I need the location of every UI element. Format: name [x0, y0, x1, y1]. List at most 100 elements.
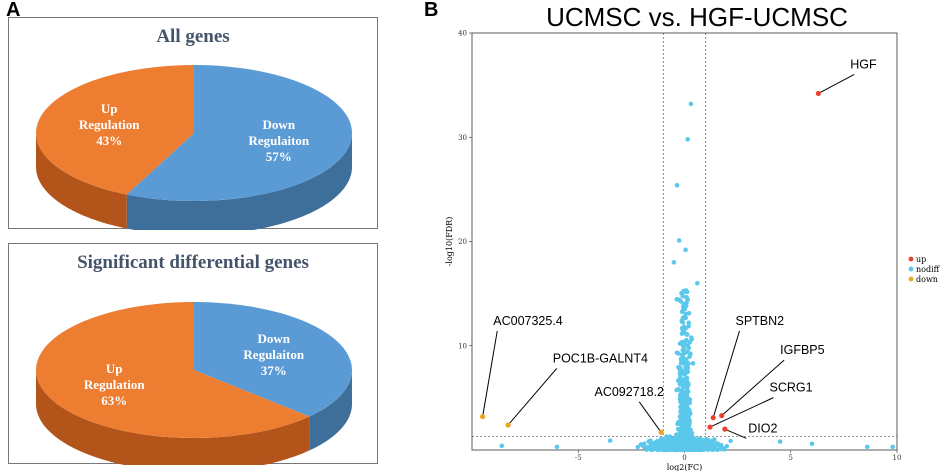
nodiff-point — [809, 441, 815, 447]
y-tick-label: 40 — [458, 30, 467, 38]
nodiff-point — [679, 331, 685, 336]
pie-slice-label: 63% — [101, 393, 127, 408]
nodiff-point — [676, 364, 681, 370]
x-axis-label: log2(FC) — [667, 463, 703, 471]
nodiff-point — [690, 361, 696, 366]
nodiff-point — [677, 434, 682, 439]
pie-slice-label: Down — [263, 117, 296, 132]
nodiff-point — [685, 343, 690, 348]
nodiff-point — [674, 444, 679, 449]
y-tick-label: 10 — [458, 342, 467, 350]
nodiff-point — [687, 354, 692, 359]
legend-label: up — [916, 255, 926, 264]
nodiff-point — [679, 325, 685, 331]
labeled-point — [710, 415, 716, 421]
y-tick-label: 20 — [458, 238, 467, 246]
pie-side-wall — [36, 370, 310, 465]
nodiff-point — [685, 432, 691, 437]
nodiff-point — [717, 443, 722, 448]
pie-slice — [194, 302, 352, 417]
nodiff-point — [680, 293, 686, 299]
pie-slice-label: Regulation — [84, 377, 145, 392]
nodiff-points — [499, 101, 896, 453]
labeled-point — [505, 422, 511, 428]
labeled-point — [719, 412, 725, 419]
pie-title: All genes — [156, 26, 230, 47]
all-genes-pie-chart: All genes Down Regulaiton 57% Up Regulation 4… — [8, 17, 378, 230]
legend-label: nodiff — [916, 265, 941, 274]
nodiff-point — [683, 390, 689, 396]
nodiff-point — [708, 444, 714, 450]
pie-slice — [36, 302, 310, 438]
label-connector — [712, 330, 740, 418]
nodiff-point — [686, 423, 692, 429]
label-connector — [709, 397, 774, 428]
nodiff-point — [728, 438, 733, 444]
nodiff-point — [890, 444, 896, 450]
nodiff-point — [667, 434, 673, 439]
nodiff-point — [686, 413, 692, 419]
nodiff-point — [681, 306, 686, 312]
pie-side-wall — [309, 371, 352, 451]
pie-slice-label: Regulaiton — [243, 347, 304, 362]
pie-slice-label: Down — [257, 331, 290, 346]
labeled-point — [722, 426, 728, 432]
nodiff-point — [686, 310, 692, 316]
nodiff-point — [674, 182, 680, 188]
nodiff-point — [694, 280, 700, 286]
pie-title: Significant differential genes — [77, 252, 309, 273]
nodiff-point — [650, 444, 655, 449]
nodiff-point — [635, 444, 640, 450]
nodiff-point — [674, 387, 679, 393]
nodiff-point — [709, 438, 715, 444]
nodiff-point — [648, 440, 653, 445]
nodiff-point — [682, 442, 688, 447]
nodiff-point — [684, 379, 689, 384]
nodiff-point — [719, 447, 724, 452]
label-connector — [818, 74, 855, 94]
panel-b-label: B — [424, 0, 439, 21]
nodiff-point — [683, 247, 688, 253]
label-connector — [507, 368, 558, 426]
legend-marker — [908, 256, 914, 262]
nodiff-point — [654, 440, 659, 446]
nodiff-point — [684, 337, 689, 343]
label-connector — [724, 428, 747, 439]
nodiff-point — [685, 365, 691, 371]
nodiff-point — [701, 443, 706, 448]
nodiff-point — [676, 238, 682, 243]
nodiff-point — [683, 350, 689, 355]
nodiff-point — [676, 351, 681, 356]
nodiff-point — [677, 414, 683, 419]
gene-label: IGFBP5 — [780, 343, 825, 357]
y-axis-label: -log10(FDR) — [445, 217, 454, 267]
nodiff-point — [687, 400, 692, 406]
pie-slice-label: Up — [101, 101, 118, 116]
nodiff-point — [680, 290, 685, 295]
pie-slice — [36, 65, 195, 195]
nodiff-point — [671, 260, 677, 265]
nodiff-point — [689, 335, 694, 340]
legend-marker — [908, 266, 914, 272]
legend-label: down — [916, 275, 938, 284]
nodiff-point — [706, 440, 711, 446]
nodiff-point — [675, 426, 681, 432]
gene-label: DIO2 — [748, 421, 777, 435]
nodiff-point — [678, 373, 683, 379]
nodiff-point — [685, 428, 691, 434]
gene-label: HGF — [850, 57, 877, 71]
nodiff-point — [685, 297, 691, 302]
nodiff-point — [688, 446, 693, 452]
nodiff-point — [676, 297, 682, 303]
nodiff-point — [689, 442, 695, 448]
y-tick-label: 30 — [458, 134, 467, 142]
pie-slice-label: Regulaiton — [248, 133, 309, 148]
nodiff-point — [678, 357, 684, 363]
nodiff-point — [678, 404, 683, 410]
nodiff-point — [696, 438, 702, 444]
gene-label: POC1B-GALNT4 — [553, 351, 648, 365]
gene-label: AC007325.4 — [493, 314, 563, 328]
pie-side-wall — [126, 133, 352, 230]
nodiff-point — [864, 444, 870, 450]
